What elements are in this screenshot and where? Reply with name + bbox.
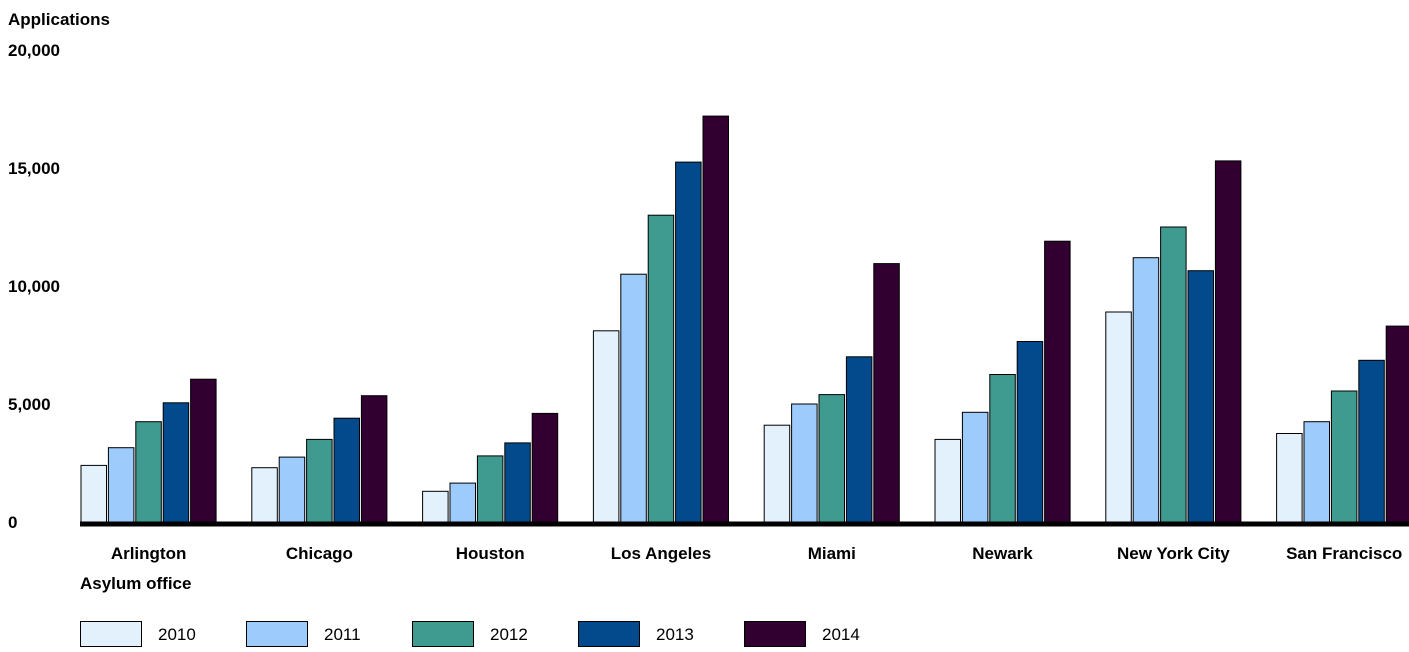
bar-2013-new-york-city xyxy=(1187,270,1214,523)
x-axis-ticks: Arlington Chicago Houston Los Angeles Miami N… xyxy=(111,544,1402,563)
bar-2013-los-angeles xyxy=(675,161,702,523)
legend-swatch xyxy=(80,621,142,647)
bar-2010-houston xyxy=(422,490,449,523)
x-tick-label: Los Angeles xyxy=(611,544,711,563)
legend-swatch xyxy=(744,621,806,647)
bar-series xyxy=(80,115,1409,523)
bar-2013-arlington xyxy=(162,402,190,523)
bar-2011-new-york-city xyxy=(1132,257,1160,523)
legend-label: 2011 xyxy=(324,625,361,644)
bar-2013-newark xyxy=(1016,341,1044,523)
bar-2014-miami xyxy=(873,263,900,523)
y-tick-label: 5,000 xyxy=(8,395,51,414)
bar-2012-san-francisco xyxy=(1330,390,1358,523)
bar-2014-new-york-city xyxy=(1214,160,1242,523)
x-axis-title: Asylum office xyxy=(80,574,192,593)
bar-2014-los-angeles xyxy=(702,115,729,523)
bar-2010-san-francisco xyxy=(1276,433,1303,523)
x-tick-label: Arlington xyxy=(111,544,187,563)
legend-label: 2010 xyxy=(158,625,196,644)
bar-2013-chicago xyxy=(333,417,360,523)
y-axis-title: Applications xyxy=(8,10,111,29)
legend-label: 2013 xyxy=(656,625,694,644)
bar-2011-miami xyxy=(791,403,818,523)
bar-2011-houston xyxy=(449,482,476,523)
bar-2014-newark xyxy=(1044,240,1071,523)
bar-2012-houston xyxy=(476,455,504,523)
bar-2012-chicago xyxy=(306,438,333,523)
x-tick-label: San Francisco xyxy=(1286,544,1402,563)
legend-swatch xyxy=(578,621,640,647)
y-tick-label: 20,000 xyxy=(8,41,60,60)
y-tick-label: 15,000 xyxy=(8,159,60,178)
bar-2014-houston xyxy=(531,412,559,523)
bar-2014-san-francisco xyxy=(1385,325,1409,523)
bar-2010-chicago xyxy=(251,467,278,523)
x-tick-label: New York City xyxy=(1117,544,1230,563)
bar-2011-chicago xyxy=(278,456,306,523)
bar-2012-new-york-city xyxy=(1160,226,1187,523)
bar-2014-chicago xyxy=(360,395,388,523)
bar-2011-san-francisco xyxy=(1303,421,1330,523)
bar-2013-miami xyxy=(845,356,873,523)
bar-2012-miami xyxy=(818,394,845,523)
legend-swatch xyxy=(412,621,474,647)
x-tick-label: Newark xyxy=(972,544,1033,563)
x-tick-label: Chicago xyxy=(286,544,353,563)
bar-2013-houston xyxy=(504,442,531,523)
legend-label: 2014 xyxy=(822,625,860,644)
bar-2010-los-angeles xyxy=(592,330,620,523)
bar-2010-miami xyxy=(763,424,791,523)
bar-2010-newark xyxy=(934,438,961,523)
bar-2010-new-york-city xyxy=(1105,311,1132,523)
bar-2012-arlington xyxy=(135,421,162,523)
bar-2012-newark xyxy=(989,374,1016,523)
x-tick-label: Houston xyxy=(456,544,525,563)
x-tick-label: Miami xyxy=(808,544,856,563)
y-tick-label: 10,000 xyxy=(8,277,60,296)
y-tick-label: 0 xyxy=(8,513,17,532)
bar-2011-los-angeles xyxy=(620,273,647,523)
bar-2010-arlington xyxy=(80,464,107,523)
legend-swatch xyxy=(246,621,308,647)
bar-2014-arlington xyxy=(190,378,217,523)
bar-2012-los-angeles xyxy=(647,214,675,523)
bar-2013-san-francisco xyxy=(1358,359,1385,523)
legend-label: 2012 xyxy=(490,625,528,644)
y-axis-ticks: 0 5,000 10,000 15,000 20,000 xyxy=(8,41,60,532)
bar-2011-arlington xyxy=(107,447,135,523)
bar-2011-newark xyxy=(961,411,989,523)
